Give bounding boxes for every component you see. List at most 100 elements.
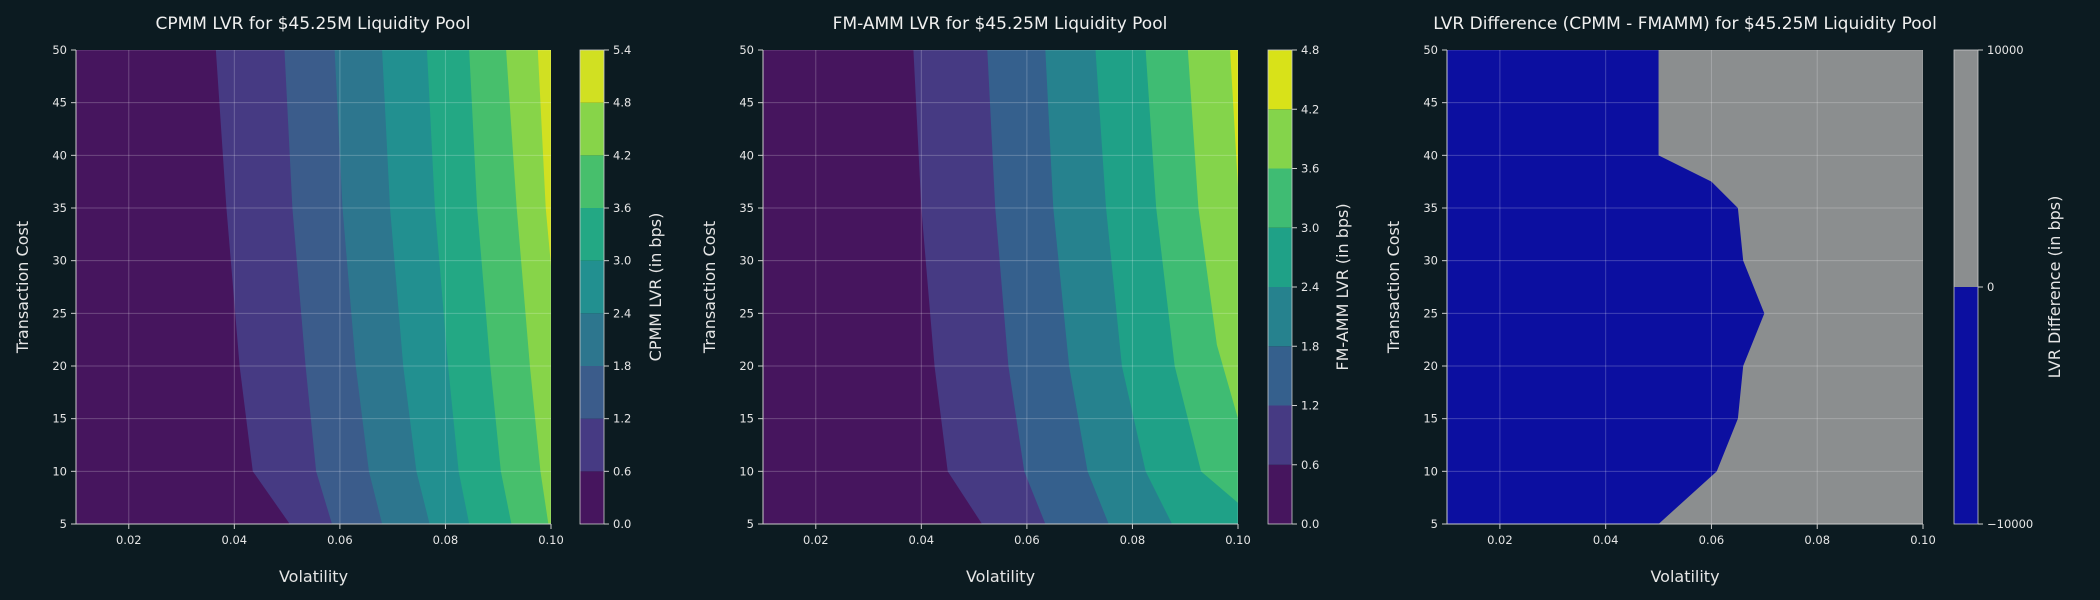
x-tick-label: 0.10 [1225, 533, 1251, 547]
y-tick-label: 25 [1423, 306, 1438, 320]
grid-lines [1447, 50, 1923, 524]
colorbar: 0.0 0.6 1.2 1.8 2.4 3.0 3.6 4.2 4.8 FM-AMM LVR (i… [1267, 43, 1352, 531]
y-tick-label: 45 [1423, 96, 1438, 110]
x-tick-label: 0.06 [1014, 533, 1040, 547]
x-axis-label: Volatility [1650, 567, 1719, 586]
colorbar: 0.0 0.6 1.2 1.8 2.4 3.0 3.6 4.2 4.8 5.4 CPMM LVR (… [579, 43, 665, 531]
colorbar-tick-label: 3.6 [613, 201, 631, 215]
colorbar-label: CPMM LVR (in bps) [646, 213, 665, 362]
y-tick-label: 15 [52, 412, 67, 426]
x-axis-label: Volatility [279, 567, 348, 586]
x-tick-label: 0.06 [1699, 533, 1725, 547]
colorbar-tick-label: 4.2 [613, 148, 631, 162]
y-tick-label: 40 [1423, 148, 1438, 162]
chart-title: CPMM LVR for $45.25M Liquidity Pool [156, 14, 471, 34]
contour-bands [913, 50, 1238, 524]
colorbar-tick-label: 2.4 [1301, 280, 1319, 294]
y-tick-label: 20 [739, 359, 754, 373]
colorbar-segment [580, 102, 604, 156]
contour-band-7 [1230, 50, 1238, 524]
y-tick-label: 50 [1423, 43, 1438, 57]
colorbar-label: FM-AMM LVR (in bps) [1333, 203, 1352, 370]
y-tick-label: 10 [1423, 464, 1438, 478]
colorbar-segment [1268, 464, 1292, 524]
colorbar-segment [1268, 227, 1292, 287]
x-tick-label: 0.02 [116, 533, 142, 547]
y-axis-label: Transaction Cost [1384, 221, 1403, 354]
x-tick-label: 0.08 [1804, 533, 1830, 547]
x-tick-label: 0.04 [1593, 533, 1619, 547]
chart-panel-3: 0.02 0.04 0.06 0.08 0.10 5 10 15 20 25 30 35 40 45 50 L… [1384, 14, 2064, 586]
colorbar-tick-label: 0.0 [1301, 517, 1319, 531]
x-tick-label: 0.10 [538, 533, 564, 547]
colorbar-tick-label: 3.6 [1301, 162, 1319, 176]
contour-bands [215, 50, 551, 524]
y-tick-label: 25 [739, 306, 754, 320]
y-tick-label: 5 [60, 517, 67, 531]
y-axis-label: Transaction Cost [700, 221, 719, 354]
colorbar-tick-label: 0 [1987, 280, 1994, 294]
colorbar-segment [1268, 287, 1292, 347]
colorbar-tick-label: 3.0 [1301, 221, 1319, 235]
colorbar-tick-label: 2.4 [613, 306, 631, 320]
colorbar-tick-label: 4.8 [1301, 43, 1319, 57]
y-tick-label: 50 [739, 43, 754, 57]
colorbar-label: LVR Difference (in bps) [2045, 196, 2064, 379]
y-tick-label: 10 [739, 464, 754, 478]
x-tick-label: 0.04 [222, 533, 248, 547]
x-tick-label: 0.10 [1910, 533, 1936, 547]
contour-band-1 [1658, 50, 1923, 524]
y-tick-label: 30 [1423, 254, 1438, 268]
y-tick-label: 20 [52, 359, 67, 373]
colorbar-tick-label: 0.0 [613, 517, 631, 531]
colorbar-segment [580, 260, 604, 314]
y-tick-label: 35 [739, 201, 754, 215]
y-tick-label: 10 [52, 464, 67, 478]
chart-title: LVR Difference (CPMM - FMAMM) for $45.25… [1433, 14, 1937, 34]
contour-band-6 [1187, 50, 1238, 524]
grid-lines [76, 50, 551, 524]
y-tick-label: 45 [739, 96, 754, 110]
y-tick-label: 20 [1423, 359, 1438, 373]
y-tick-label: 35 [1423, 201, 1438, 215]
chart-panel-1: 0.02 0.04 0.06 0.08 0.10 5 10 15 20 25 30 35 40 45 50 C… [13, 14, 665, 586]
colorbar-tick-label: 1.2 [613, 412, 631, 426]
colorbar-segment [580, 471, 604, 524]
y-tick-label: 5 [1431, 517, 1438, 531]
colorbar-segment [580, 155, 604, 208]
contour-band-8 [537, 50, 551, 524]
y-tick-label: 50 [52, 43, 67, 57]
x-tick-label: 0.08 [1120, 533, 1146, 547]
colorbar-segment [580, 50, 604, 103]
y-tick-label: 30 [52, 254, 67, 268]
colorbar-tick-label: 1.2 [1301, 399, 1319, 413]
chart-title: FM-AMM LVR for $45.25M Liquidity Pool [833, 14, 1168, 34]
colorbar-tick-label: 4.2 [1301, 102, 1319, 116]
y-tick-label: 25 [52, 306, 67, 320]
y-tick-label: 30 [739, 254, 754, 268]
y-tick-label: 45 [52, 96, 67, 110]
y-tick-label: 15 [739, 412, 754, 426]
colorbar: −10000 0 10000 LVR Difference (in bps) [1953, 43, 2064, 531]
x-tick-label: 0.02 [1487, 533, 1513, 547]
colorbar-segment [580, 208, 604, 261]
colorbar-segment [1268, 405, 1292, 465]
colorbar-tick-label: −10000 [1987, 517, 2033, 531]
colorbar-segment [1954, 287, 1978, 524]
colorbar-tick-label: 0.6 [613, 464, 631, 478]
colorbar-tick-label: 5.4 [613, 43, 631, 57]
colorbar-tick-label: 3.0 [613, 254, 631, 268]
colorbar-segment [580, 313, 604, 366]
colorbar-tick-label: 10000 [1987, 43, 2024, 57]
colorbar-tick-label: 0.6 [1301, 458, 1319, 472]
x-tick-label: 0.06 [327, 533, 353, 547]
y-tick-label: 5 [747, 517, 754, 531]
colorbar-segment [580, 366, 604, 419]
colorbar-tick-label: 1.8 [1301, 339, 1319, 353]
colorbar-segment [1268, 168, 1292, 228]
colorbar-segment [1954, 50, 1978, 287]
x-tick-label: 0.04 [909, 533, 935, 547]
contour-bands [1658, 50, 1923, 524]
colorbar-segment [1268, 50, 1292, 110]
